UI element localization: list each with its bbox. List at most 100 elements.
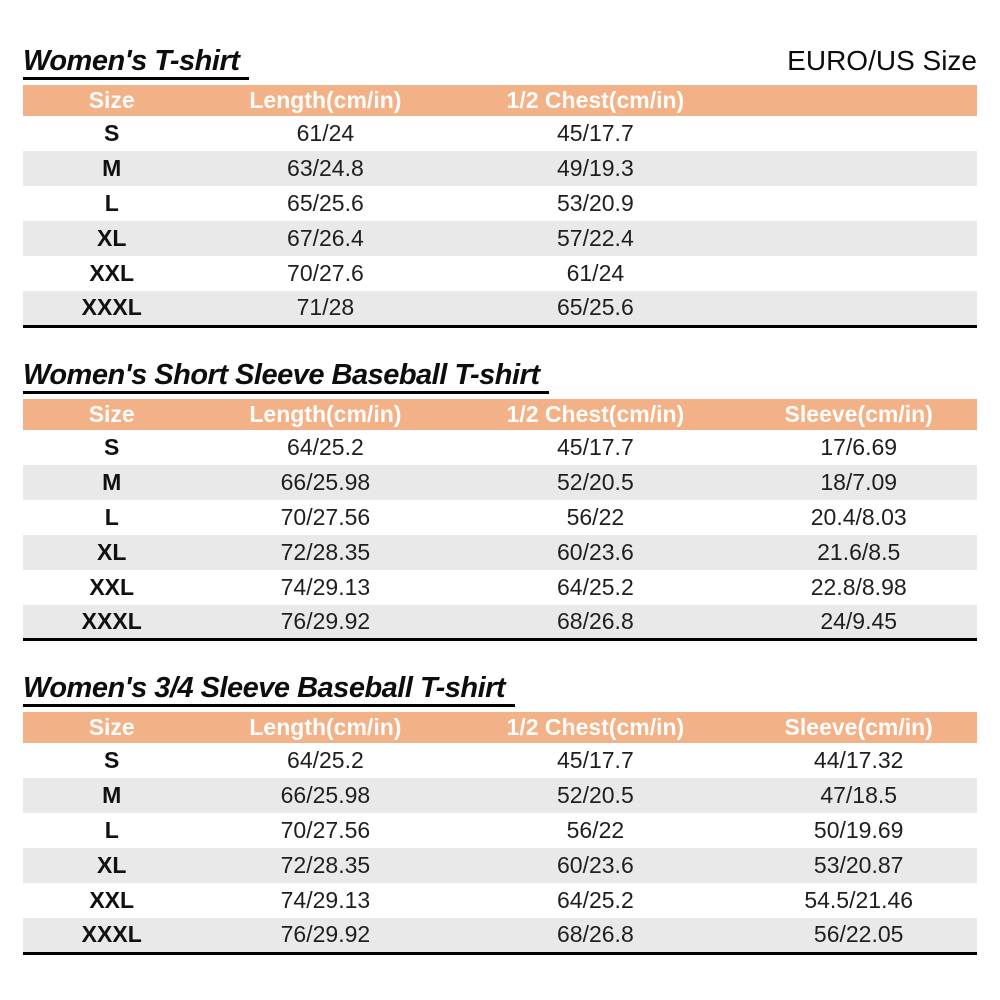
- measurement-cell: 17/6.69: [740, 429, 977, 465]
- measurement-cell: 74/29.13: [200, 569, 451, 605]
- column-header: Sleeve(cm/in): [740, 398, 977, 430]
- size-cell: L: [23, 186, 201, 221]
- measurement-cell: 56/22: [450, 499, 741, 535]
- size-cell: XXXL: [23, 291, 201, 326]
- table-row: M 63/24.8 49/19.3: [23, 151, 977, 186]
- measurement-cell: [740, 116, 977, 151]
- table-title: Women's 3/4 Sleeve Baseball T-shirt: [23, 671, 516, 707]
- measurement-cell: 65/25.6: [200, 186, 451, 221]
- column-header: Size: [23, 712, 201, 743]
- column-header: Length(cm/in): [200, 712, 451, 743]
- measurement-cell: 47/18.5: [740, 778, 977, 813]
- table-row: L 70/27.56 56/22 50/19.69: [23, 813, 977, 848]
- measurement-cell: 53/20.9: [450, 186, 741, 221]
- table-row: S 64/25.2 45/17.7 17/6.69: [23, 429, 977, 465]
- table-title: Women's Short Sleeve Baseball T-shirt: [23, 358, 550, 394]
- measurement-cell: 24/9.45: [740, 604, 977, 640]
- table-row: L 65/25.6 53/20.9: [23, 186, 977, 221]
- table-section-short-sleeve-baseball-tshirt: Women's Short Sleeve Baseball T-shirt Si…: [23, 358, 977, 641]
- table-row: XXXL 71/28 65/25.6: [23, 291, 977, 326]
- measurement-cell: 18/7.09: [740, 464, 977, 500]
- size-cell: XXXL: [23, 918, 201, 953]
- measurement-cell: 64/25.2: [450, 569, 741, 605]
- column-header: Size: [23, 85, 201, 116]
- table-title: Women's T-shirt: [23, 44, 250, 80]
- table-title-text: Women's Short Sleeve Baseball T-shirt: [23, 359, 550, 394]
- measurement-cell: 76/29.92: [200, 918, 451, 953]
- measurement-cell: 76/29.92: [200, 604, 451, 640]
- measurement-cell: 68/26.8: [450, 918, 741, 953]
- size-cell: XXL: [23, 883, 201, 918]
- header-row: Size Length(cm/in) 1/2 Chest(cm/in): [23, 85, 977, 116]
- header-row: Size Length(cm/in) 1/2 Chest(cm/in) Sleeve(…: [23, 712, 977, 743]
- measurement-cell: 21.6/8.5: [740, 534, 977, 570]
- measurement-cell: [740, 256, 977, 291]
- table-row: L 70/27.56 56/22 20.4/8.03: [23, 499, 977, 535]
- measurement-cell: 74/29.13: [200, 883, 451, 918]
- column-header: 1/2 Chest(cm/in): [450, 712, 741, 743]
- measurement-cell: 52/20.5: [450, 464, 741, 500]
- measurement-cell: 72/28.35: [200, 534, 451, 570]
- measurement-cell: 44/17.32: [740, 743, 977, 778]
- title-row: Women's Short Sleeve Baseball T-shirt: [23, 358, 977, 394]
- size-cell: S: [23, 743, 201, 778]
- measurement-cell: 63/24.8: [200, 151, 451, 186]
- table-title-text: Women's 3/4 Sleeve Baseball T-shirt: [23, 673, 516, 707]
- measurement-cell: 57/22.4: [450, 221, 741, 256]
- size-cell: XL: [23, 848, 201, 883]
- measurement-cell: [740, 221, 977, 256]
- table-row: M 66/25.98 52/20.5 47/18.5: [23, 778, 977, 813]
- measurement-cell: 54.5/21.46: [740, 883, 977, 918]
- measurement-cell: 68/26.8: [450, 604, 741, 640]
- size-cell: S: [23, 429, 201, 465]
- measurement-cell: 61/24: [450, 256, 741, 291]
- table-row: XXXL 76/29.92 68/26.8 56/22.05: [23, 918, 977, 953]
- measurement-cell: 66/25.98: [200, 778, 451, 813]
- measurement-cell: 52/20.5: [450, 778, 741, 813]
- measurement-cell: 64/25.2: [450, 883, 741, 918]
- measurement-cell: [740, 291, 977, 326]
- title-row: Women's T-shirt EURO/US Size: [23, 44, 977, 80]
- measurement-cell: [740, 186, 977, 221]
- measurement-cell: 67/26.4: [200, 221, 451, 256]
- column-header: 1/2 Chest(cm/in): [450, 85, 741, 116]
- column-header: Length(cm/in): [200, 85, 451, 116]
- size-standard-label: EURO/US Size: [787, 45, 977, 76]
- measurement-cell: 20.4/8.03: [740, 499, 977, 535]
- measurement-cell: 50/19.69: [740, 813, 977, 848]
- size-cell: XL: [23, 221, 201, 256]
- measurement-cell: 70/27.56: [200, 813, 451, 848]
- table-row: XL 72/28.35 60/23.6 21.6/8.5: [23, 534, 977, 570]
- size-table: Size Length(cm/in) 1/2 Chest(cm/in) Sleeve(…: [23, 398, 977, 641]
- table-row: XXL 70/27.6 61/24: [23, 256, 977, 291]
- measurement-cell: 45/17.7: [450, 743, 741, 778]
- size-cell: XXXL: [23, 604, 201, 640]
- measurement-cell: 60/23.6: [450, 848, 741, 883]
- measurement-cell: 45/17.7: [450, 116, 741, 151]
- table-row: XXL 74/29.13 64/25.2 22.8/8.98: [23, 569, 977, 605]
- measurement-cell: 64/25.2: [200, 743, 451, 778]
- measurement-cell: 71/28: [200, 291, 451, 326]
- size-cell: M: [23, 464, 201, 500]
- title-row: Women's 3/4 Sleeve Baseball T-shirt: [23, 671, 977, 707]
- measurement-cell: 64/25.2: [200, 429, 451, 465]
- size-table: Size Length(cm/in) 1/2 Chest(cm/in) S 61/24…: [23, 85, 977, 328]
- measurement-cell: 53/20.87: [740, 848, 977, 883]
- measurement-cell: 72/28.35: [200, 848, 451, 883]
- size-cell: L: [23, 813, 201, 848]
- table-row: XXL 74/29.13 64/25.2 54.5/21.46: [23, 883, 977, 918]
- table-title-text: Women's T-shirt: [23, 46, 250, 80]
- table-row: XXXL 76/29.92 68/26.8 24/9.45: [23, 604, 977, 640]
- size-cell: S: [23, 116, 201, 151]
- table-row: S 64/25.2 45/17.7 44/17.32: [23, 743, 977, 778]
- table-row: XL 67/26.4 57/22.4: [23, 221, 977, 256]
- table-row: S 61/24 45/17.7: [23, 116, 977, 151]
- size-cell: M: [23, 151, 201, 186]
- size-table: Size Length(cm/in) 1/2 Chest(cm/in) Sleeve(…: [23, 712, 977, 955]
- measurement-cell: 56/22: [450, 813, 741, 848]
- size-cell: M: [23, 778, 201, 813]
- column-header: Length(cm/in): [200, 398, 451, 430]
- measurement-cell: 22.8/8.98: [740, 569, 977, 605]
- column-header: [740, 85, 977, 116]
